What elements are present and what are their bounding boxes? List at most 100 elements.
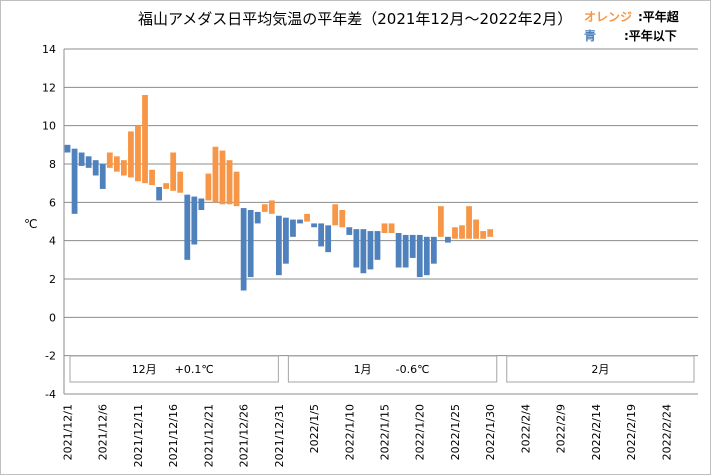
- month-label: 2月: [591, 363, 609, 376]
- y-tick-label: 10: [42, 120, 56, 133]
- bar-day-57: [459, 225, 465, 239]
- legend-blue-desc: :平年以下: [624, 28, 677, 43]
- bar-day-19: [191, 196, 198, 245]
- month-box: [506, 355, 695, 383]
- x-tick-label: 2022/1/10: [343, 404, 356, 460]
- bar-day-60: [480, 231, 487, 239]
- bar-day-3: [78, 152, 85, 166]
- bar-day-24: [226, 160, 233, 205]
- bar-day-2: [71, 148, 78, 214]
- bar-day-50: [409, 234, 416, 258]
- bar-day-17: [177, 171, 184, 193]
- bar-day-41: [346, 227, 353, 235]
- x-tick-labels: 2021/12/1 2021/12/6 2021/12/11 2021/12/16 20…: [62, 404, 674, 467]
- bar-day-29: [261, 204, 268, 212]
- x-tick-label: 2022/1/20: [414, 404, 427, 460]
- bar-day-12: [142, 95, 148, 184]
- bar-day-52: [423, 236, 430, 276]
- bar-day-51: [416, 234, 423, 278]
- y-tick-label: 2: [49, 273, 56, 286]
- x-tick-label: 2022/2/9: [555, 404, 568, 453]
- x-tick-label: 2021/12/31: [273, 404, 286, 467]
- x-tick-label: 2022/1/5: [308, 404, 321, 453]
- y-tick-label: 4: [49, 235, 56, 248]
- legend-blue-label: 青: [584, 28, 596, 43]
- x-tick-label: 2021/12/6: [97, 404, 110, 460]
- y-tick-label: -4: [45, 388, 56, 401]
- bar-day-46: [381, 223, 388, 233]
- bar-day-47: [388, 223, 395, 233]
- bar-day-35: [304, 213, 310, 222]
- x-tick-label: 2021/12/16: [167, 404, 180, 467]
- bar-day-10: [128, 131, 134, 178]
- y-tick-label: 12: [42, 81, 56, 94]
- bar-day-39: [332, 204, 339, 226]
- bar-day-14: [156, 187, 162, 201]
- bar-day-28: [254, 211, 261, 224]
- bar-day-61: [487, 229, 494, 237]
- bar-day-6: [99, 164, 106, 189]
- month-box: [69, 355, 279, 383]
- y-tick-label: 8: [49, 158, 56, 171]
- month-summary: 12月 +0.1℃ 1月 -0.6℃ 2月: [69, 355, 695, 383]
- bar-day-26: [240, 208, 247, 291]
- bar-day-16: [170, 152, 177, 191]
- bar-day-23: [219, 150, 226, 205]
- bar-day-18: [184, 194, 191, 260]
- legend: オレンジ :平年超 青 :平年以下: [584, 9, 680, 43]
- bar-day-4: [85, 156, 92, 168]
- x-tick-label: 2021/12/1: [62, 404, 75, 460]
- y-tick-label: 6: [49, 196, 56, 209]
- bar-day-22: [212, 146, 219, 203]
- x-tick-label: 2022/2/19: [625, 404, 638, 460]
- bar-day-32: [283, 217, 289, 264]
- bar-day-48: [395, 233, 402, 268]
- x-tick-label: 2021/12/11: [132, 404, 145, 467]
- bar-day-42: [353, 229, 360, 268]
- month-label: 1月: [354, 363, 372, 376]
- bar-day-27: [247, 210, 254, 278]
- bar-day-36: [311, 223, 317, 228]
- bar-day-45: [374, 231, 381, 260]
- bar-day-13: [149, 169, 155, 186]
- bar-day-7: [106, 152, 113, 168]
- month-box: [287, 355, 498, 383]
- bar-day-40: [339, 210, 346, 228]
- bar-day-44: [367, 231, 374, 270]
- bar-day-1: [64, 144, 71, 153]
- legend-orange-label: オレンジ: [584, 10, 632, 24]
- bar-day-37: [318, 223, 325, 247]
- bar-day-33: [290, 219, 296, 237]
- bar-day-55: [445, 236, 451, 243]
- bar-day-58: [466, 206, 472, 239]
- x-tick-label: 2022/2/24: [660, 404, 673, 460]
- bar-day-15: [163, 183, 170, 189]
- y-tick-labels: -4 -2 0 2 4 6 8 10 12 14: [42, 43, 56, 401]
- bar-day-8: [113, 156, 120, 172]
- bar-day-43: [360, 229, 367, 274]
- x-tick-label: 2022/1/15: [379, 404, 392, 460]
- bar-day-54: [437, 206, 444, 237]
- bar-day-49: [402, 234, 409, 268]
- bar-day-5: [92, 160, 99, 176]
- bar-day-53: [430, 236, 437, 264]
- bar-day-25: [233, 171, 240, 207]
- x-tick-label: 2022/1/25: [449, 404, 462, 460]
- bar-day-34: [297, 219, 303, 224]
- x-tick-label: 2022/2/14: [590, 404, 603, 460]
- bar-day-30: [268, 200, 275, 214]
- month-label: 12月: [132, 363, 157, 376]
- y-tick-label: -2: [45, 350, 56, 363]
- x-tick-label: 2022/1/30: [484, 404, 497, 460]
- x-tick-label: 2021/12/21: [202, 404, 215, 467]
- bar-day-20: [198, 198, 205, 210]
- bar-day-11: [135, 125, 141, 182]
- bar-day-9: [120, 160, 127, 176]
- y-tick-label: 0: [49, 311, 56, 324]
- month-anomaly: -0.6℃: [396, 363, 430, 376]
- x-tick-label: 2022/2/4: [519, 404, 532, 453]
- bar-day-59: [473, 219, 479, 239]
- bar-day-31: [275, 215, 282, 276]
- bar-day-21: [205, 173, 212, 201]
- y-tick-label: 14: [42, 43, 56, 56]
